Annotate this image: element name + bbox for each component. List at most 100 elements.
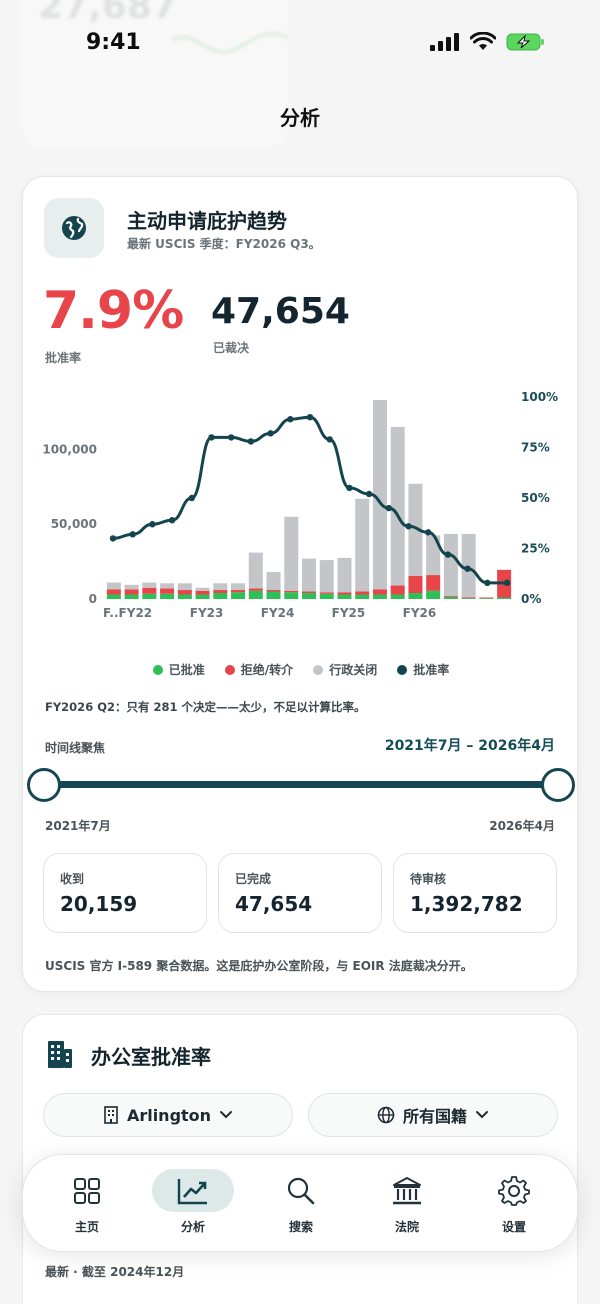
latest-date-note: 最新 · 截至 2024年12月 (45, 1265, 185, 1279)
building-icon (48, 1041, 72, 1068)
timeline-slider-start-handle[interactable] (27, 768, 61, 802)
tab-search[interactable]: 搜索 (259, 1169, 343, 1235)
nationality-select-value: 所有国籍 (402, 1107, 467, 1126)
bar-denied (337, 592, 352, 595)
timeline-range: 2021年7月 – 2026年4月 (384, 738, 555, 754)
bar-closed (390, 426, 405, 586)
rate-point (287, 416, 294, 423)
tab-label: 主页 (74, 1220, 99, 1234)
decided-count-value: 47,654 (211, 291, 350, 332)
legend-swatch (224, 664, 235, 675)
approval-rate-value: 7.9% (43, 281, 184, 341)
tab-icon-wrap (152, 1169, 234, 1212)
bar-closed (195, 587, 210, 591)
rate-point (306, 414, 314, 421)
stat-received: 收到 20,159 (43, 853, 207, 933)
y-left-tick-label: 100,000 (42, 442, 97, 456)
bar-closed (284, 516, 299, 591)
globe-small-icon (377, 1106, 395, 1124)
stat-value: 47,654 (235, 892, 313, 916)
slider-start-label: 2021年7月 (45, 819, 111, 833)
bar-approved (213, 593, 228, 599)
bar-approved (497, 597, 512, 599)
bar-approved (426, 590, 441, 599)
chart-legend: 已批准 拒绝/转介 行政关闭 批准率 (23, 661, 579, 678)
timeline-slider-track[interactable] (43, 781, 557, 788)
office-select[interactable]: Arlington (43, 1093, 293, 1137)
bar-closed (124, 584, 139, 590)
nationality-select[interactable]: 所有国籍 (308, 1093, 558, 1137)
bar-approved (248, 590, 263, 599)
x-tick-label: FY26 (403, 606, 437, 620)
bar-approved (319, 593, 334, 599)
bar-closed (142, 582, 157, 588)
bar-approved (302, 593, 316, 599)
tab-courts[interactable]: 法院 (365, 1169, 449, 1235)
rate-point (346, 484, 353, 492)
bar-denied (426, 575, 441, 591)
asylum-trend-card: 主动申请庇护趋势 最新 USCIS 季度：FY2026 Q3。 7.9% 批准率… (22, 176, 578, 992)
bar-closed (337, 557, 352, 593)
bar-approved (443, 596, 458, 599)
rate-point (168, 517, 176, 524)
bar-approved (284, 592, 299, 599)
bar-denied (142, 587, 157, 594)
gear-icon (498, 1175, 530, 1206)
bar-denied (177, 590, 192, 595)
status-time: 9:41 (86, 30, 141, 55)
search-icon (287, 1177, 315, 1204)
legend-item-rate: 批准率 (397, 661, 449, 678)
y-right-tick-label: 50% (521, 491, 550, 505)
bar-closed (231, 583, 246, 591)
tab-home[interactable]: 主页 (45, 1169, 129, 1235)
bar-denied (160, 588, 175, 594)
tab-label: 搜索 (288, 1220, 313, 1234)
card-subtitle: 最新 USCIS 季度：FY2026 Q3。 (127, 237, 321, 251)
stat-pending: 待审核 1,392,782 (393, 853, 557, 933)
bar-approved (408, 593, 423, 599)
tab-settings[interactable]: 设置 (472, 1169, 556, 1235)
chevron-down-icon (220, 1111, 233, 1119)
y-left-tick-label: 0 (89, 592, 97, 606)
rate-point (484, 579, 491, 587)
bar-denied (213, 590, 228, 594)
rate-point (405, 523, 412, 530)
tab-bar: 主页 分析 搜索 法院 设置 (22, 1154, 578, 1252)
rate-point (129, 531, 136, 538)
rate-point (464, 565, 471, 572)
rate-point (444, 551, 452, 558)
bar-approved (266, 591, 281, 599)
building-small-icon (104, 1106, 118, 1124)
timeline-slider-end-handle[interactable] (541, 768, 575, 802)
tab-analysis[interactable]: 分析 (151, 1169, 235, 1235)
legend-label: 行政关闭 (329, 663, 378, 677)
office-select-value: Arlington (126, 1105, 212, 1125)
legend-swatch (313, 664, 324, 675)
bar-closed (355, 498, 370, 592)
legend-label: 拒绝/转介 (240, 663, 294, 677)
bar-denied (302, 591, 316, 594)
bar-approved (390, 594, 405, 599)
legend-item-closed: 行政关闭 (313, 661, 377, 678)
x-tick-label: FY24 (261, 606, 295, 620)
chart-trend-icon (177, 1178, 207, 1204)
y-left-tick-label: 50,000 (51, 517, 97, 531)
bar-closed (248, 552, 263, 589)
legend-item-denied: 拒绝/转介 (224, 661, 294, 678)
rate-point (365, 490, 373, 498)
rate-point (188, 494, 195, 502)
slider-end-label: 2026年4月 (489, 819, 555, 833)
legend-label: 批准率 (413, 663, 450, 677)
y-right-tick-label: 0% (521, 592, 541, 606)
x-tick-label: F..FY22 (103, 606, 152, 620)
legend-label: 已批准 (168, 663, 205, 677)
bar-denied (319, 592, 334, 594)
bar-denied (231, 590, 246, 593)
bar-denied (284, 590, 299, 593)
chart-note: FY2026 Q2：只有 281 个决定——太少，不足以计算比率。 (45, 700, 366, 714)
bar-denied (443, 596, 458, 597)
bar-closed (372, 399, 387, 590)
bar-closed (426, 535, 441, 576)
bar-approved (106, 594, 121, 599)
bar-denied (355, 591, 370, 595)
